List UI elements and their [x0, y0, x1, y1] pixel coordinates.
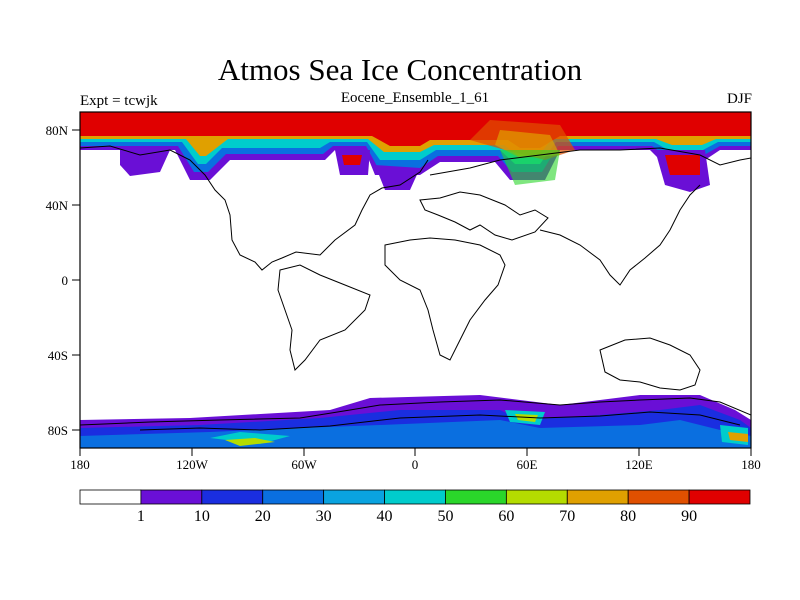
colorbar-swatch — [566, 489, 629, 505]
colorbar-swatch — [262, 489, 325, 505]
lon-label-120e: 120E — [625, 457, 653, 472]
ensemble-label: Eocene_Ensemble_1_61 — [340, 90, 490, 106]
colorbar-swatch — [384, 489, 446, 505]
colorbar-level-label: 90 — [681, 508, 697, 525]
colorbar-level-label: 50 — [437, 508, 453, 525]
lon-label-60e: 60E — [517, 457, 538, 472]
colorbar-swatch — [201, 489, 264, 505]
lon-label-120w: 120W — [176, 457, 209, 472]
colorbar-level-label: 60 — [498, 508, 514, 525]
plot-title: Atmos Sea Ice Concentration — [217, 52, 583, 87]
lat-label-80n: 80N — [46, 123, 69, 138]
colorbar-swatch — [323, 489, 385, 505]
colorbar-swatch — [505, 489, 568, 505]
colorbar-swatch — [627, 489, 690, 505]
experiment-label: Expt = tcwjk — [80, 93, 158, 109]
latitude-axis: 80N 40N 0 40S 80S — [46, 123, 80, 438]
lon-label-180w: 180 — [70, 457, 90, 472]
lon-label-180e: 180 — [741, 457, 761, 472]
colorbar-swatch — [79, 489, 142, 505]
colorbar-level-label: 10 — [194, 508, 210, 525]
colorbar-level-label: 20 — [255, 508, 271, 525]
lat-label-40s: 40S — [48, 348, 68, 363]
lon-label-60w: 60W — [291, 457, 317, 472]
arctic-ice-field — [80, 112, 751, 192]
colorbar-level-label: 70 — [559, 508, 575, 525]
colorbar-level-label: 40 — [377, 508, 393, 525]
colorbar-level-label: 1 — [137, 508, 145, 525]
colorbar-level-label: 80 — [620, 508, 636, 525]
colorbar-swatch — [445, 489, 507, 505]
coastlines — [80, 145, 751, 431]
colorbar-swatch — [688, 489, 751, 505]
colorbar-swatch — [140, 489, 203, 505]
lat-label-0: 0 — [62, 273, 69, 288]
lon-label-0: 0 — [412, 457, 419, 472]
lat-label-80s: 80S — [48, 423, 68, 438]
season-label: DJF — [726, 91, 752, 107]
lat-label-40n: 40N — [46, 198, 69, 213]
colorbar: 1 10 20 30 40 50 60 70 80 90 — [79, 489, 751, 525]
longitude-axis: 180 120W 60W 0 60E 120E 180 — [70, 448, 761, 472]
colorbar-level-label: 30 — [316, 508, 332, 525]
antarctic-ice-field — [80, 395, 751, 448]
map-panel — [80, 112, 751, 448]
